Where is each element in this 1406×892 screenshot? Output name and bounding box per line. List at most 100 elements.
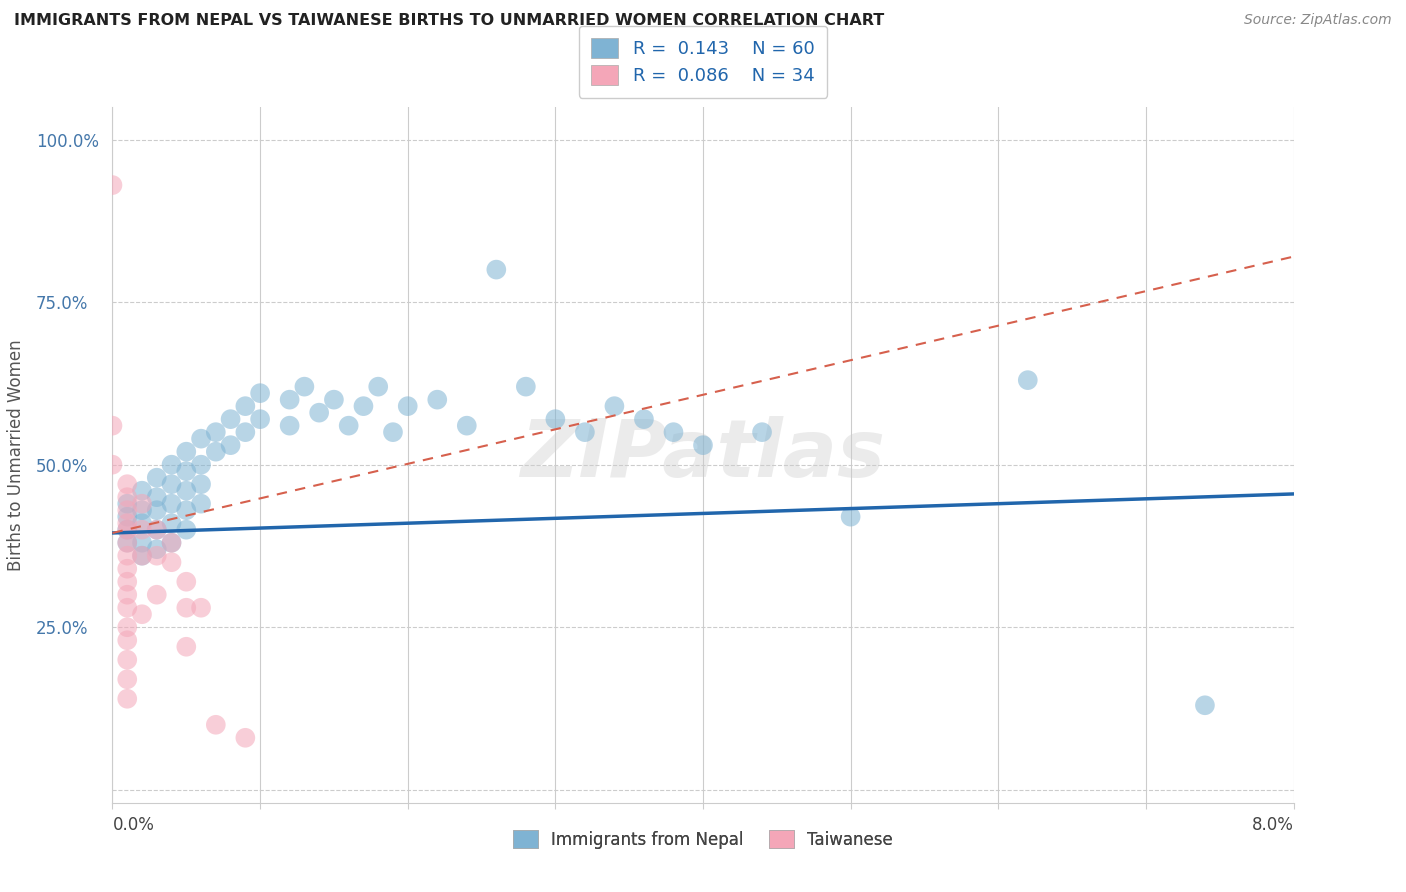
Text: 8.0%: 8.0% [1251, 816, 1294, 834]
Point [117, 523, 138, 537]
Point [174, 523, 197, 537]
Point [692, 438, 714, 452]
Point [219, 412, 242, 426]
Point [146, 490, 169, 504]
Point [131, 503, 153, 517]
Point [160, 555, 183, 569]
Legend: Immigrants from Nepal, Taiwanese: Immigrants from Nepal, Taiwanese [505, 822, 901, 857]
Point [174, 503, 197, 517]
Point [233, 731, 256, 745]
Point [603, 399, 626, 413]
Point [382, 425, 405, 439]
Point [751, 425, 773, 439]
Point [131, 523, 153, 537]
Point [117, 490, 138, 504]
Point [205, 444, 228, 458]
Point [456, 418, 478, 433]
Point [117, 477, 138, 491]
Point [101, 418, 124, 433]
Point [117, 523, 138, 537]
Point [174, 600, 197, 615]
Point [160, 535, 183, 549]
Point [190, 497, 212, 511]
Point [117, 633, 138, 648]
Point [174, 574, 197, 589]
Point [367, 379, 389, 393]
Point [396, 399, 419, 413]
Point [146, 549, 169, 563]
Point [117, 549, 138, 563]
Point [485, 262, 508, 277]
Point [292, 379, 315, 393]
Point [160, 535, 183, 549]
Point [1194, 698, 1216, 713]
Point [662, 425, 685, 439]
Point [174, 444, 197, 458]
Point [233, 399, 256, 413]
Point [117, 672, 138, 686]
Point [190, 458, 212, 472]
Point [117, 562, 138, 576]
Point [160, 477, 183, 491]
Point [323, 392, 346, 407]
Point [117, 653, 138, 667]
Point [131, 516, 153, 531]
Point [544, 412, 567, 426]
Point [205, 718, 228, 732]
Point [146, 471, 169, 485]
Point [249, 412, 271, 426]
Text: Source: ZipAtlas.com: Source: ZipAtlas.com [1244, 13, 1392, 28]
Point [278, 392, 301, 407]
Point [352, 399, 374, 413]
Point [117, 516, 138, 531]
Point [131, 483, 153, 498]
Point [308, 406, 330, 420]
Point [249, 386, 271, 401]
Point [146, 523, 169, 537]
Point [117, 497, 138, 511]
Text: IMMIGRANTS FROM NEPAL VS TAIWANESE BIRTHS TO UNMARRIED WOMEN CORRELATION CHART: IMMIGRANTS FROM NEPAL VS TAIWANESE BIRTH… [14, 13, 884, 29]
Point [426, 392, 449, 407]
Point [146, 503, 169, 517]
Point [160, 497, 183, 511]
Point [117, 574, 138, 589]
Point [131, 549, 153, 563]
Point [146, 523, 169, 537]
Point [233, 425, 256, 439]
Point [219, 438, 242, 452]
Point [117, 535, 138, 549]
Point [160, 516, 183, 531]
Point [131, 497, 153, 511]
Point [190, 432, 212, 446]
Point [131, 549, 153, 563]
Point [515, 379, 537, 393]
Point [633, 412, 655, 426]
Point [337, 418, 360, 433]
Point [131, 607, 153, 622]
Point [131, 535, 153, 549]
Point [146, 542, 169, 557]
Point [146, 588, 169, 602]
Point [190, 477, 212, 491]
Text: ZIPatlas: ZIPatlas [520, 416, 886, 494]
Point [117, 503, 138, 517]
Point [839, 509, 862, 524]
Point [190, 600, 212, 615]
Point [117, 509, 138, 524]
Point [117, 691, 138, 706]
Point [117, 620, 138, 634]
Point [101, 178, 124, 192]
Point [101, 458, 124, 472]
Point [117, 600, 138, 615]
Point [574, 425, 596, 439]
Point [174, 483, 197, 498]
Point [278, 418, 301, 433]
Point [160, 458, 183, 472]
Point [174, 640, 197, 654]
Point [205, 425, 228, 439]
Point [117, 535, 138, 549]
Y-axis label: Births to Unmarried Women: Births to Unmarried Women [7, 339, 25, 571]
Point [1017, 373, 1039, 387]
Text: 0.0%: 0.0% [112, 816, 155, 834]
Point [117, 588, 138, 602]
